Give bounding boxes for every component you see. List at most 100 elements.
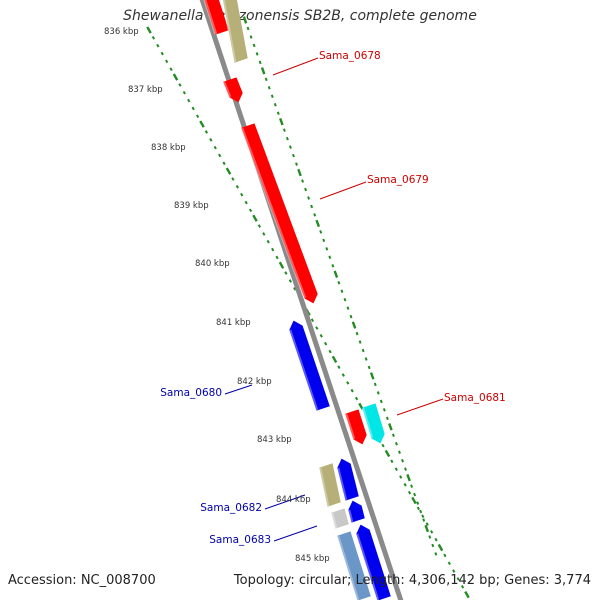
- feature-highlight: [240, 127, 307, 299]
- kbp-label: 845 kbp: [295, 554, 330, 564]
- tick-mark: [264, 77, 268, 82]
- gene-arrow: [362, 403, 385, 444]
- gene-labels: Sama_0678 Sama_0679 Sama_0680 Sama_0681 Sama…: [160, 50, 505, 546]
- feature-highlight: [336, 467, 348, 501]
- tick-mark: [235, 185, 239, 189]
- tick-mark: [160, 51, 164, 56]
- kbp-label: 838 kbp: [151, 143, 186, 153]
- feature-highlight: [336, 535, 360, 600]
- tick-mark: [452, 569, 456, 573]
- tick-mark: [267, 86, 271, 90]
- tick-mark: [288, 279, 292, 283]
- tick-mark: [354, 396, 359, 401]
- tick-mark: [319, 230, 323, 234]
- kbp-label: 840 kbp: [195, 259, 230, 269]
- tick-mark: [213, 145, 217, 150]
- gene-label-leader: [396, 398, 444, 416]
- kbp-label: 841 kbp: [216, 318, 251, 328]
- tick-mark: [395, 441, 398, 446]
- tick-mark: [249, 35, 253, 39]
- gene-label[interactable]: Sama_0683: [209, 534, 271, 546]
- tick-mark: [337, 280, 341, 285]
- tick-mark: [231, 177, 235, 181]
- gene-arrow: [222, 0, 248, 63]
- gene-arrow: [331, 508, 349, 529]
- tick-mark: [428, 535, 432, 539]
- gene-label-leader: [264, 494, 306, 510]
- tick-mark: [404, 467, 407, 471]
- gene-arrow: [348, 500, 365, 523]
- gene-label[interactable]: Sama_0680: [160, 387, 222, 399]
- tick-mark: [252, 43, 256, 48]
- tick-mark: [437, 543, 444, 552]
- tick-mark: [325, 247, 329, 251]
- kbp-label: 836 kbp: [104, 27, 139, 37]
- tick-mark: [401, 458, 404, 463]
- tick-mark: [434, 537, 438, 542]
- tick-mark: [204, 130, 209, 134]
- feature-highlight: [203, 0, 218, 35]
- gene-arrow: [241, 123, 318, 304]
- tick-mark: [319, 334, 323, 338]
- tick-mark: [295, 162, 298, 166]
- tick-mark: [431, 543, 435, 548]
- tick-mark: [270, 94, 274, 99]
- tick-mark: [399, 475, 403, 479]
- tick-mark: [361, 348, 365, 353]
- tick-mark: [252, 214, 258, 222]
- gene-label[interactable]: Sama_0681: [444, 392, 506, 404]
- tick-mark: [199, 120, 205, 128]
- gene-arrow: [337, 458, 359, 501]
- tick-marks: [146, 16, 470, 599]
- gene-arrow: [223, 77, 243, 103]
- tick-mark: [340, 289, 344, 293]
- tick-mark: [151, 36, 156, 40]
- tick-mark: [242, 16, 248, 24]
- tick-mark: [248, 208, 253, 213]
- tick-mark: [275, 255, 279, 260]
- tick-mark: [284, 271, 288, 275]
- tick-mark: [304, 187, 308, 192]
- tick-mark: [331, 264, 335, 268]
- tick-mark: [390, 459, 394, 464]
- tick-mark: [260, 67, 266, 75]
- tick-mark: [187, 98, 191, 103]
- tick-mark: [322, 238, 326, 243]
- feature-highlight: [344, 413, 356, 440]
- tick-mark: [146, 26, 152, 34]
- tick-mark: [255, 52, 259, 56]
- tick-mark: [355, 331, 359, 336]
- tick-mark: [292, 153, 295, 158]
- tick-mark: [297, 168, 302, 177]
- gene-label-leader: [319, 181, 367, 200]
- tick-mark: [443, 553, 447, 558]
- tick-mark: [341, 373, 345, 377]
- gene-arrow: [345, 409, 367, 445]
- tick-mark: [279, 117, 284, 126]
- gene-label-leader: [224, 384, 253, 395]
- tick-mark: [209, 137, 213, 142]
- gene-label[interactable]: Sama_0682: [200, 502, 262, 514]
- tick-mark: [447, 561, 451, 566]
- tick-mark: [391, 433, 395, 438]
- tick-mark: [379, 399, 383, 404]
- tick-mark: [349, 314, 353, 319]
- tick-mark: [406, 473, 411, 482]
- tick-mark: [369, 372, 375, 380]
- tick-mark: [178, 83, 182, 87]
- gene-label-leader: [273, 525, 318, 542]
- tick-mark: [156, 43, 160, 48]
- feature-highlight: [318, 467, 330, 507]
- tick-mark: [424, 524, 430, 533]
- feature-highlight: [355, 533, 380, 600]
- tick-mark: [169, 67, 173, 72]
- tick-mark: [381, 443, 385, 448]
- tick-mark: [376, 391, 380, 395]
- gene-label[interactable]: Sama_0678: [319, 50, 381, 62]
- tick-mark: [358, 340, 362, 344]
- gene-arrow: [289, 320, 330, 411]
- tick-mark: [278, 261, 285, 269]
- tick-mark: [225, 167, 232, 175]
- gene-label[interactable]: Sama_0679: [367, 174, 429, 186]
- tick-mark: [422, 518, 426, 522]
